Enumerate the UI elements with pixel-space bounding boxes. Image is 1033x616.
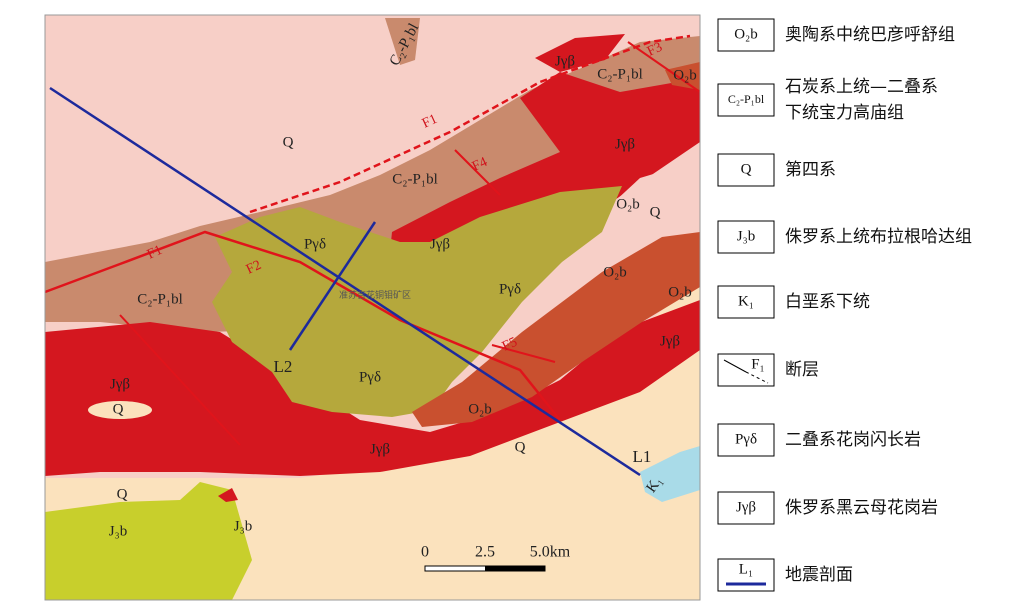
fault-label: F2 xyxy=(244,258,264,278)
granodiorite xyxy=(212,186,622,417)
unit-label: Jγβ xyxy=(370,441,390,457)
legend-label: 二叠系花岗闪长岩 xyxy=(785,430,921,450)
fault-label: F1 xyxy=(420,112,440,132)
legend-symbol: Q xyxy=(741,161,752,177)
fault-label: F3 xyxy=(645,40,665,60)
unit-label: O₂b xyxy=(673,67,697,83)
scale-label: 5.0km xyxy=(530,544,571,561)
unit-label: O₂b xyxy=(603,264,627,280)
granite-south xyxy=(45,300,700,476)
j3b-unit xyxy=(45,482,252,600)
unit-label: Jγβ xyxy=(615,136,635,152)
legend-symbol: L₁ xyxy=(739,561,753,577)
legend-label: 断层 xyxy=(785,360,819,380)
scale-label: 0 xyxy=(421,544,429,561)
fault-label: F4 xyxy=(470,155,490,175)
map-frame xyxy=(44,14,701,601)
c2p1bl-unit-north xyxy=(385,18,420,65)
legend-label: 白垩系下统 xyxy=(785,292,870,312)
unit-label: J₃b xyxy=(109,523,128,539)
unit-label: C₂-P₁bl xyxy=(137,291,182,307)
unit-label: Q xyxy=(283,134,294,150)
legend-symbol: J₃b xyxy=(737,228,756,244)
unit-label: Q xyxy=(113,401,124,417)
legend-fault-line xyxy=(723,359,747,373)
legend-box xyxy=(717,220,775,254)
legend-symbol: Jγβ xyxy=(736,499,756,515)
legend-symbol: F₁ xyxy=(751,356,765,372)
fault xyxy=(454,149,501,196)
legend-label: 侏罗系黑云母花岗岩 xyxy=(785,498,938,518)
unit-label: J₃b xyxy=(234,518,253,534)
legend-box xyxy=(717,491,775,525)
unit-label: C₂-P₁bl xyxy=(597,66,642,82)
fault xyxy=(44,230,561,421)
legend-label: 奥陶系中统巴彦呼舒组 xyxy=(785,25,955,45)
unit-label: Jγβ xyxy=(660,333,680,349)
fault xyxy=(627,41,701,93)
unit-label: Pγδ xyxy=(499,281,521,297)
legend-label: 第四系 xyxy=(785,160,836,180)
legend-symbol: C₂-P₁bl xyxy=(728,92,765,106)
legend-box xyxy=(717,353,775,387)
profile-line xyxy=(288,221,377,351)
legend-box xyxy=(717,558,775,592)
legend-box xyxy=(717,18,775,52)
granite-small xyxy=(218,488,238,502)
unit-label: Q xyxy=(515,439,526,455)
fault xyxy=(491,344,556,363)
legend-symbol: Pγδ xyxy=(735,431,757,447)
unit-label: Pγδ xyxy=(304,236,326,252)
granite-north xyxy=(535,34,625,72)
fault xyxy=(119,314,241,446)
legend-label: 侏罗系上统布拉根哈达组 xyxy=(785,227,972,247)
fault-label: F1 xyxy=(145,243,165,263)
legend-label: 石炭系上统—二叠系 xyxy=(785,77,938,97)
scale-label: 2.5 xyxy=(475,544,495,561)
legend-box xyxy=(717,285,775,319)
quaternary-island xyxy=(88,401,152,419)
legend-box xyxy=(717,423,775,457)
legend-box xyxy=(717,83,775,117)
unit-label: Jγβ xyxy=(555,53,575,69)
unit-label: K₁ xyxy=(643,474,665,496)
legend-box xyxy=(717,153,775,187)
legend-label: 下统宝力高庙组 xyxy=(785,103,904,123)
quaternary-east xyxy=(600,160,700,245)
unit-label: O₂b xyxy=(668,284,692,300)
unit-label: Q xyxy=(117,486,128,502)
unit-label: Jγβ xyxy=(430,236,450,252)
legend-label: 地震剖面 xyxy=(785,565,853,585)
scale-bar-fill xyxy=(485,566,545,571)
unit-label: Q xyxy=(650,204,661,220)
unit-label: 准苏吉花铜钼矿区 xyxy=(339,289,411,300)
unit-label: O₂b xyxy=(468,401,492,417)
k1-unit xyxy=(640,446,700,502)
o2b-unit xyxy=(412,232,700,427)
unit-label: C₂-P₁bl xyxy=(392,171,437,187)
legend-symbol: K₁ xyxy=(738,293,754,309)
unit-label: Pγδ xyxy=(359,369,381,385)
unit-label: Jγβ xyxy=(110,376,130,392)
profile-label: L2 xyxy=(274,357,293,376)
legend-symbol: O₂b xyxy=(734,26,758,42)
fault-label: F5 xyxy=(500,335,520,355)
profile-line xyxy=(49,86,641,477)
legend-fault-dash xyxy=(745,371,769,384)
fault-inferred xyxy=(249,34,691,214)
unit-label: O₂b xyxy=(616,196,640,212)
o2b-unit-north xyxy=(665,62,700,90)
map: QQQQQC₂-P₁blC₂-P₁blC₂-P₁blC₂-P₁blJγβJγβJ… xyxy=(44,14,701,601)
profile-label: L1 xyxy=(633,447,652,466)
